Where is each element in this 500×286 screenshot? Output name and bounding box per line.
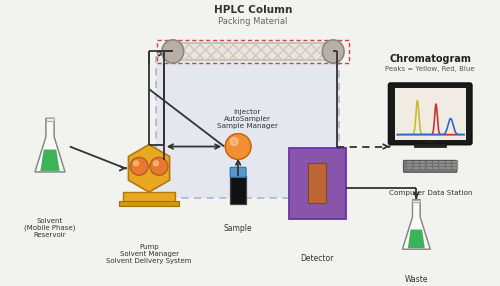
FancyBboxPatch shape (46, 118, 54, 121)
Polygon shape (128, 144, 170, 192)
FancyBboxPatch shape (414, 161, 419, 164)
FancyBboxPatch shape (426, 167, 432, 169)
Circle shape (134, 161, 138, 166)
FancyBboxPatch shape (426, 164, 432, 166)
Polygon shape (408, 230, 425, 248)
FancyBboxPatch shape (440, 167, 444, 169)
FancyBboxPatch shape (426, 161, 432, 164)
FancyBboxPatch shape (446, 161, 451, 164)
Text: Packing Material: Packing Material (218, 17, 288, 26)
FancyBboxPatch shape (452, 161, 458, 164)
Polygon shape (402, 200, 430, 249)
FancyBboxPatch shape (433, 161, 438, 164)
FancyBboxPatch shape (120, 201, 178, 206)
FancyBboxPatch shape (440, 164, 444, 166)
FancyBboxPatch shape (408, 161, 412, 164)
Text: Injector
AutoSampler
Sample Manager: Injector AutoSampler Sample Manager (216, 109, 278, 129)
Circle shape (150, 157, 168, 175)
Text: Chromatogram: Chromatogram (390, 54, 471, 64)
Text: Detector: Detector (300, 255, 334, 263)
Circle shape (130, 157, 148, 175)
Ellipse shape (162, 40, 184, 63)
FancyBboxPatch shape (452, 164, 458, 166)
FancyBboxPatch shape (230, 167, 246, 177)
Circle shape (225, 134, 251, 159)
FancyBboxPatch shape (440, 161, 444, 164)
FancyBboxPatch shape (420, 164, 426, 166)
FancyBboxPatch shape (230, 176, 246, 204)
FancyBboxPatch shape (452, 167, 458, 169)
FancyBboxPatch shape (420, 167, 426, 169)
Text: Sample: Sample (224, 224, 252, 233)
FancyBboxPatch shape (156, 57, 339, 198)
Polygon shape (40, 150, 60, 171)
Polygon shape (426, 140, 434, 142)
FancyBboxPatch shape (408, 167, 412, 169)
FancyBboxPatch shape (173, 43, 333, 60)
Circle shape (154, 161, 158, 166)
Text: Pump
Solvent Manager
Solvent Delivery System: Pump Solvent Manager Solvent Delivery Sy… (106, 244, 192, 264)
FancyBboxPatch shape (414, 164, 419, 166)
FancyBboxPatch shape (446, 164, 451, 166)
Ellipse shape (322, 40, 344, 63)
Text: Computer Data Station: Computer Data Station (388, 190, 472, 196)
Circle shape (230, 138, 238, 146)
FancyBboxPatch shape (388, 83, 472, 144)
FancyBboxPatch shape (404, 160, 457, 172)
Text: Waste: Waste (404, 275, 428, 284)
Text: Solvent
(Mobile Phase)
Reservoir: Solvent (Mobile Phase) Reservoir (24, 218, 76, 238)
FancyBboxPatch shape (394, 88, 466, 140)
Text: Peaks = Yellow, Red, Blue: Peaks = Yellow, Red, Blue (386, 66, 475, 72)
FancyBboxPatch shape (433, 167, 438, 169)
FancyBboxPatch shape (408, 164, 412, 166)
FancyBboxPatch shape (124, 192, 175, 202)
FancyBboxPatch shape (433, 164, 438, 166)
FancyBboxPatch shape (412, 200, 420, 202)
FancyBboxPatch shape (420, 161, 426, 164)
Text: HPLC Column: HPLC Column (214, 5, 292, 15)
FancyBboxPatch shape (414, 142, 446, 146)
Polygon shape (35, 118, 65, 172)
FancyBboxPatch shape (308, 163, 326, 203)
FancyBboxPatch shape (288, 148, 346, 219)
FancyBboxPatch shape (414, 167, 419, 169)
FancyBboxPatch shape (446, 167, 451, 169)
